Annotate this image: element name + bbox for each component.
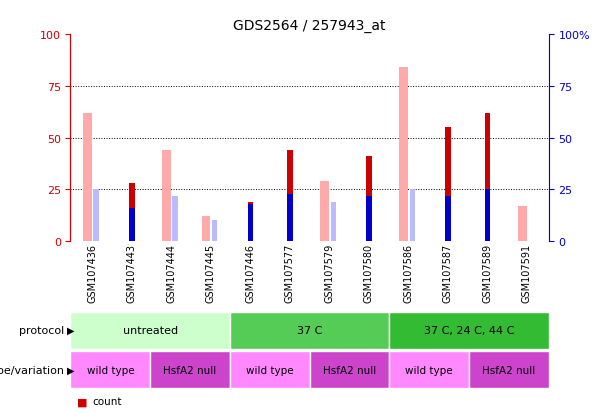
Bar [389, 312, 549, 349]
Bar [287, 194, 292, 242]
Text: 37 C, 24 C, 44 C: 37 C, 24 C, 44 C [424, 325, 514, 335]
Text: ■: ■ [77, 396, 87, 406]
Bar [409, 190, 415, 242]
Bar [230, 312, 389, 349]
Bar [70, 312, 230, 349]
Title: GDS2564 / 257943_at: GDS2564 / 257943_at [234, 19, 386, 33]
Bar [399, 68, 408, 242]
Bar [93, 190, 99, 242]
Bar [445, 128, 451, 242]
Bar [445, 196, 451, 242]
Bar [150, 351, 230, 388]
Bar [202, 217, 210, 242]
Bar [129, 209, 134, 242]
Bar [320, 182, 329, 242]
Text: HsfA2 null: HsfA2 null [482, 365, 535, 375]
Bar [172, 196, 178, 242]
Bar [389, 351, 469, 388]
Bar [230, 351, 310, 388]
Bar [366, 157, 371, 242]
Bar [330, 202, 336, 242]
Bar [366, 196, 371, 242]
Text: protocol: protocol [19, 325, 64, 335]
Bar [485, 190, 490, 242]
Bar [129, 184, 134, 242]
Bar [248, 204, 253, 242]
Text: ▶: ▶ [67, 325, 75, 335]
Text: HsfA2 null: HsfA2 null [164, 365, 216, 375]
Bar [469, 351, 549, 388]
Bar [70, 351, 150, 388]
Bar [248, 202, 253, 242]
Bar [162, 151, 171, 242]
Text: wild type: wild type [246, 365, 294, 375]
Bar [287, 151, 292, 242]
Bar [310, 351, 389, 388]
Text: wild type: wild type [86, 365, 134, 375]
Bar [485, 114, 490, 242]
Bar [518, 206, 527, 242]
Text: wild type: wild type [405, 365, 453, 375]
Text: HsfA2 null: HsfA2 null [323, 365, 376, 375]
Text: genotype/variation: genotype/variation [0, 365, 64, 375]
Bar [212, 221, 218, 242]
Text: count: count [92, 396, 121, 406]
Text: 37 C: 37 C [297, 325, 322, 335]
Text: untreated: untreated [123, 325, 178, 335]
Text: ▶: ▶ [67, 365, 75, 375]
Bar [83, 114, 92, 242]
